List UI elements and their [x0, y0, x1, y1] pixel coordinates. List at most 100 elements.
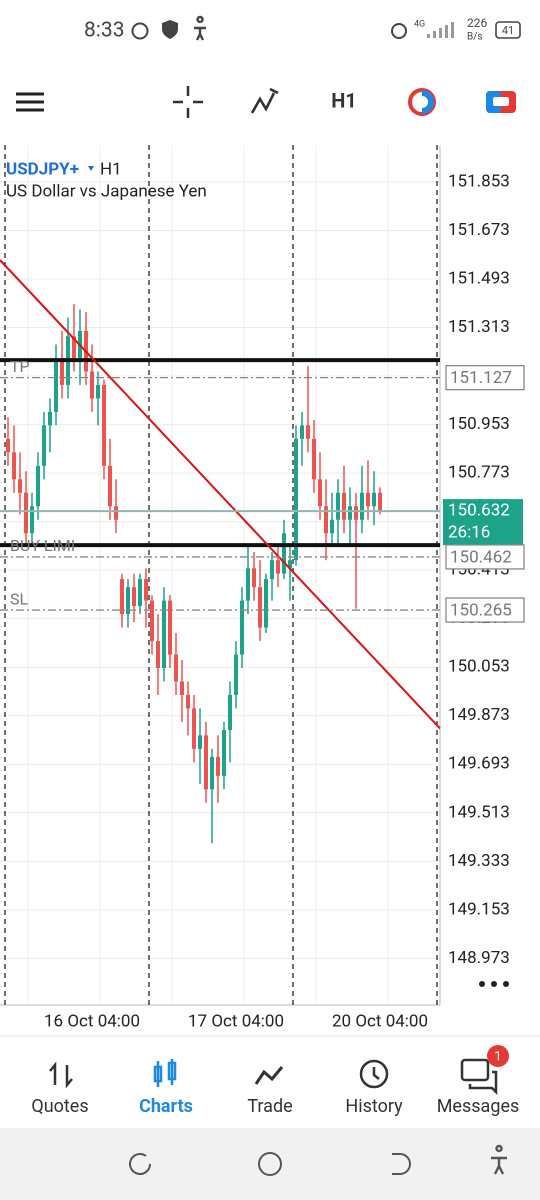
candle-body [378, 492, 382, 512]
shield-icon [162, 20, 178, 39]
x-tick-label: 16 Oct 04:00 [44, 1011, 140, 1031]
accessibility-button[interactable] [491, 1144, 507, 1175]
candle-body [342, 492, 346, 520]
y-tick-label: 151.493 [448, 268, 510, 288]
current-price-label: 150.632 [448, 501, 510, 521]
candle-body [156, 641, 160, 669]
header-timeframe: H1 [100, 159, 122, 179]
history-icon [359, 1059, 389, 1089]
chart-header: USDJPY+ H1 US Dollar vs Japanese Yen [6, 159, 207, 201]
candle-body [366, 492, 370, 507]
candle-body [48, 411, 52, 426]
candle-body [306, 425, 310, 439]
symbol-dropdown[interactable] [88, 166, 94, 171]
y-tick-label: 149.873 [448, 705, 510, 725]
candle-body [354, 506, 358, 520]
candle-body [276, 560, 280, 574]
messages-badge-count: 1 [494, 1049, 501, 1064]
back-button[interactable] [392, 1153, 411, 1175]
battery-level: 41 [502, 24, 514, 37]
candle-body [162, 600, 166, 669]
candle-body [348, 506, 352, 520]
candle-body [36, 465, 40, 507]
y-tick-label: 149.333 [448, 851, 510, 871]
symbol: USDJPY+ [6, 159, 79, 179]
order-level-label: BUY LIMI [10, 536, 75, 555]
candle-body [150, 600, 154, 642]
candle-body [120, 579, 124, 615]
net-speed-unit: B/s [467, 32, 483, 43]
order-level-price: 151.127 [450, 368, 512, 388]
candle-body [246, 568, 250, 601]
candle-body [258, 587, 262, 628]
candle-body [198, 735, 202, 749]
candle-body [204, 735, 208, 790]
order-level-price: 150.265 [450, 601, 512, 621]
toolbar: H1 [16, 86, 516, 118]
net-speed: 226 [467, 16, 487, 30]
candle-body [294, 438, 298, 561]
home-button[interactable] [258, 1152, 282, 1176]
messages-icon [460, 1058, 498, 1096]
candle-body [6, 438, 10, 453]
y-tick-label: 149.693 [448, 754, 510, 774]
x-tick-label: 17 Oct 04:00 [188, 1011, 284, 1031]
current-price-box [443, 499, 523, 546]
clock: 8:33 [84, 19, 125, 43]
countdown-label: 26:16 [448, 523, 490, 543]
trade-button[interactable] [486, 91, 516, 113]
candle-body [168, 600, 172, 655]
candle-body [360, 492, 364, 520]
candle-body [126, 587, 130, 615]
y-tick-label: 150.053 [448, 657, 510, 677]
y-tick-label: 150.773 [448, 463, 510, 483]
candle-body [228, 694, 232, 731]
y-tick-label: 151.313 [448, 317, 510, 337]
network: 4G [414, 19, 425, 29]
candle-body [102, 384, 106, 466]
nav-label[interactable]: Trade [247, 1096, 292, 1117]
charts-icon [153, 1059, 177, 1087]
candle-body [210, 756, 214, 790]
menu-button[interactable] [16, 92, 44, 112]
candle-body [192, 708, 196, 749]
candle-body [114, 506, 118, 520]
indicators-button[interactable] [250, 87, 279, 114]
candle-body [90, 371, 94, 399]
candle-body [180, 681, 184, 695]
crosshair-button[interactable] [173, 86, 203, 118]
alarm-icon [131, 22, 149, 40]
nav-label[interactable]: History [345, 1096, 403, 1117]
candle-body [216, 756, 220, 776]
symbol-description: US Dollar vs Japanese Yen [6, 181, 207, 201]
timeframe-button[interactable]: H1 [331, 88, 357, 112]
order-level-box [445, 365, 525, 391]
candle-body [330, 519, 334, 534]
candle-body [300, 425, 304, 439]
candle-body [372, 492, 376, 507]
candle-body [72, 336, 76, 358]
more-button[interactable] [479, 981, 509, 987]
nav-label[interactable]: Quotes [31, 1096, 88, 1117]
candle-body [174, 654, 178, 682]
candle-body [312, 438, 316, 480]
trade-icon [254, 1066, 284, 1085]
candle-body [60, 357, 64, 385]
bottom-nav: 1 Quotes Charts Trade History Messages [0, 1035, 540, 1117]
system-nav-bg [0, 1128, 540, 1200]
candle-body [30, 506, 34, 534]
battery-icon [495, 21, 521, 39]
nav-label[interactable]: Messages [437, 1096, 520, 1117]
objects-button[interactable] [408, 88, 436, 116]
nav-label[interactable]: Charts [139, 1096, 193, 1117]
candle-body [270, 560, 274, 580]
order-level-price: 150.462 [450, 547, 512, 567]
candle-body [108, 465, 112, 507]
order-level-box [445, 597, 525, 623]
candle-body [138, 579, 142, 607]
candle-body [42, 425, 46, 466]
recents-button[interactable] [129, 1153, 151, 1175]
candle-body [240, 600, 244, 655]
